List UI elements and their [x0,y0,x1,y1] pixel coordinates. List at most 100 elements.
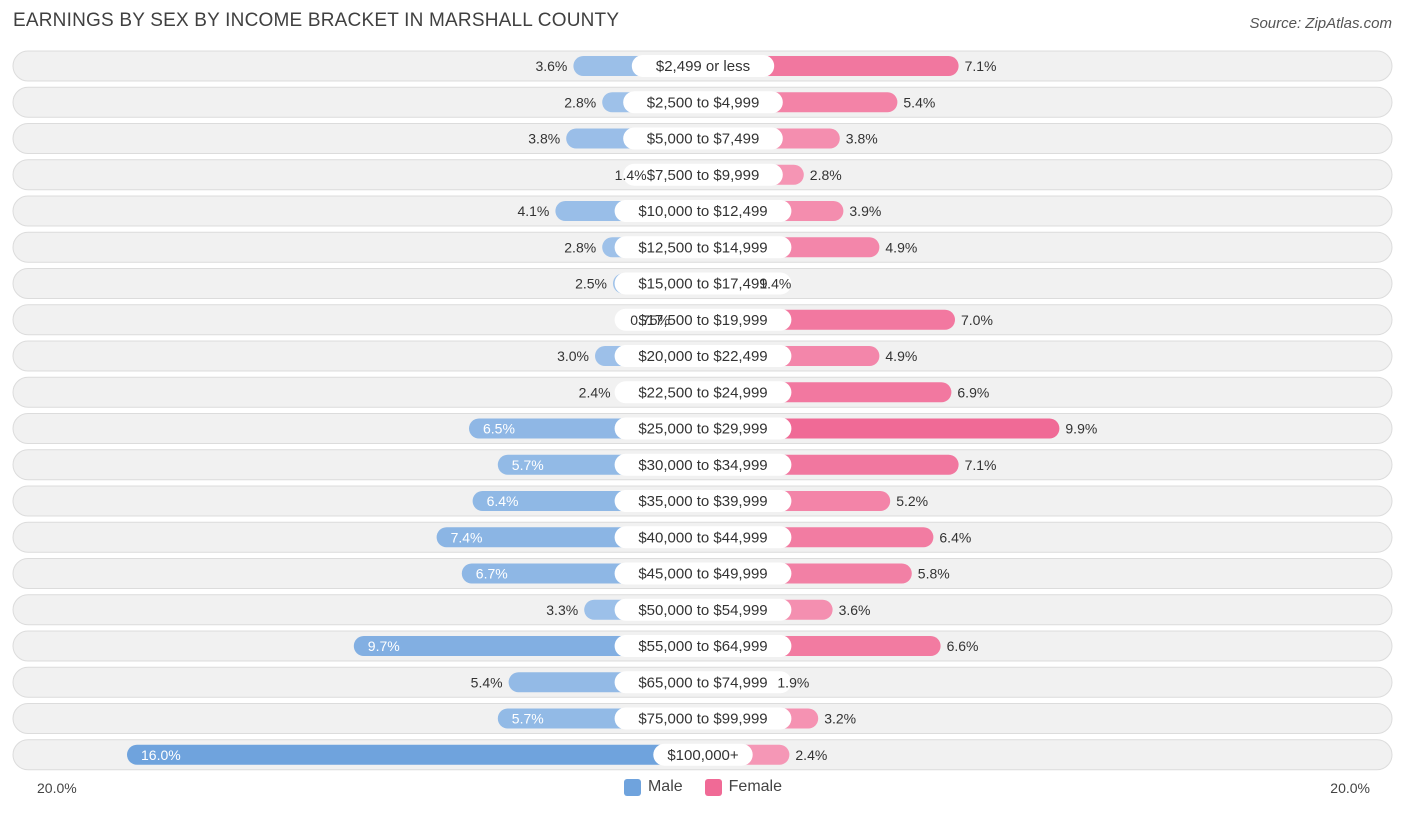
male-value-label: 6.7% [476,566,508,582]
category-label: $2,500 to $4,999 [647,94,760,111]
male-value-label: 3.0% [557,348,589,364]
category-pill [614,308,792,331]
female-value-label: 1.4% [759,276,791,292]
axis-left-label: 20.0% [37,780,77,796]
male-value-label: 2.8% [564,94,596,110]
male-value-label: 2.8% [564,239,596,255]
category-pill [614,272,792,295]
category-label: $22,500 to $24,999 [638,384,767,401]
category-label: $20,000 to $22,499 [638,348,767,365]
category-row: $35,000 to $39,999 6.4% 5.2% [12,485,1393,517]
legend-item-male[interactable]: Male [623,778,683,796]
legend: Male Female [0,778,1406,796]
category-pill [614,671,792,694]
category-label: $55,000 to $64,999 [638,638,767,655]
male-value-label: 6.4% [487,493,519,509]
category-row: $45,000 to $49,999 6.7% 5.8% [12,558,1393,589]
category-label: $65,000 to $74,999 [638,674,767,691]
category-row: $20,000 to $22,499 3.0% 4.9% [12,340,1393,372]
category-pill [623,163,783,186]
category-row: $22,500 to $24,999 2.4% 6.9% [12,376,1393,408]
category-label: $35,000 to $39,999 [638,493,767,510]
female-value-label: 5.2% [896,493,928,509]
category-pill [614,236,792,259]
category-pill [614,490,792,512]
female-value-label: 7.1% [965,58,997,74]
male-value-label: 16.0% [141,747,181,763]
female-value-label: 5.8% [918,566,950,582]
female-value-label: 9.9% [1065,421,1097,437]
category-pill [623,91,783,114]
female-value-label: 4.9% [885,348,917,364]
category-pill [614,598,792,621]
male-value-label: 9.7% [368,638,400,654]
male-value-label: 1.4% [615,167,647,183]
category-row: $50,000 to $54,999 3.3% 3.6% [12,594,1393,626]
category-pill [614,381,792,404]
male-value-label: 4.1% [517,203,549,219]
male-value-label: 5.4% [471,674,503,690]
female-value-label: 3.8% [846,131,878,147]
male-value-label: 3.6% [535,58,567,74]
category-pill [614,635,792,657]
category-pill [623,127,783,150]
category-row: $2,499 or less 3.6% 7.1% [12,50,1393,82]
female-value-label: 5.4% [903,94,935,110]
category-pill [614,200,792,222]
male-bar[interactable] [353,636,703,656]
category-row: $12,500 to $14,999 2.8% 4.9% [12,231,1393,263]
female-value-label: 2.4% [795,747,827,763]
female-value-label: 6.9% [957,384,989,400]
category-label: $45,000 to $49,999 [638,566,767,583]
category-label: $50,000 to $54,999 [638,602,767,619]
category-label: $2,499 or less [656,58,750,75]
chart-title: EARNINGS BY SEX BY INCOME BRACKET IN MAR… [13,10,620,31]
female-value-label: 7.1% [965,457,997,473]
female-value-label: 3.9% [849,203,881,219]
female-value-label: 2.8% [810,167,842,183]
male-value-label: 7.4% [451,529,483,545]
category-label: $75,000 to $99,999 [638,711,767,728]
category-pill [614,417,792,440]
male-value-label: 2.4% [579,384,611,400]
category-pill [614,453,792,476]
legend-male-label: Male [647,778,683,795]
category-pill [614,526,792,549]
category-row: $10,000 to $12,499 4.1% 3.9% [12,195,1393,227]
female-bar[interactable] [703,418,1060,439]
category-row: $100,000+ 16.0% 2.4% [12,739,1393,771]
bar-chart: $2,499 or less 3.6% 7.1% $2,500 to $4,999 2.… [12,50,1393,771]
category-label: $100,000+ [667,747,739,764]
category-row: $65,000 to $74,999 5.4% 1.9% [12,666,1393,698]
category-row: $30,000 to $34,999 5.7% 7.1% [12,449,1393,481]
male-swatch-icon [623,778,641,796]
female-swatch-icon [704,778,722,796]
female-value-label: 3.2% [824,711,856,727]
male-value-label: 0.75% [630,312,670,328]
category-pill [614,345,792,367]
category-label: $12,500 to $14,999 [638,239,767,256]
axis-right-label: 20.0% [1330,780,1370,796]
category-label: $25,000 to $29,999 [638,421,767,438]
male-value-label: 3.3% [546,602,578,618]
male-value-label: 5.7% [512,711,544,727]
male-value-label: 2.5% [575,276,607,292]
category-pill [614,707,792,730]
legend-female-label: Female [728,778,783,795]
female-value-label: 7.0% [961,312,993,328]
female-value-label: 6.4% [939,529,971,545]
legend-item-female[interactable]: Female [704,778,783,796]
female-value-label: 4.9% [885,239,917,255]
male-bar[interactable] [127,744,703,765]
category-row: $2,500 to $4,999 2.8% 5.4% [12,86,1393,118]
category-label: $10,000 to $12,499 [638,203,767,220]
female-value-label: 6.6% [947,638,979,654]
male-value-label: 6.5% [483,421,515,437]
category-pill [653,743,753,766]
category-label: $40,000 to $44,999 [638,529,767,546]
female-value-label: 1.9% [777,674,809,690]
male-value-label: 5.7% [512,457,544,473]
source-note: Source: ZipAtlas.com [1249,15,1392,32]
